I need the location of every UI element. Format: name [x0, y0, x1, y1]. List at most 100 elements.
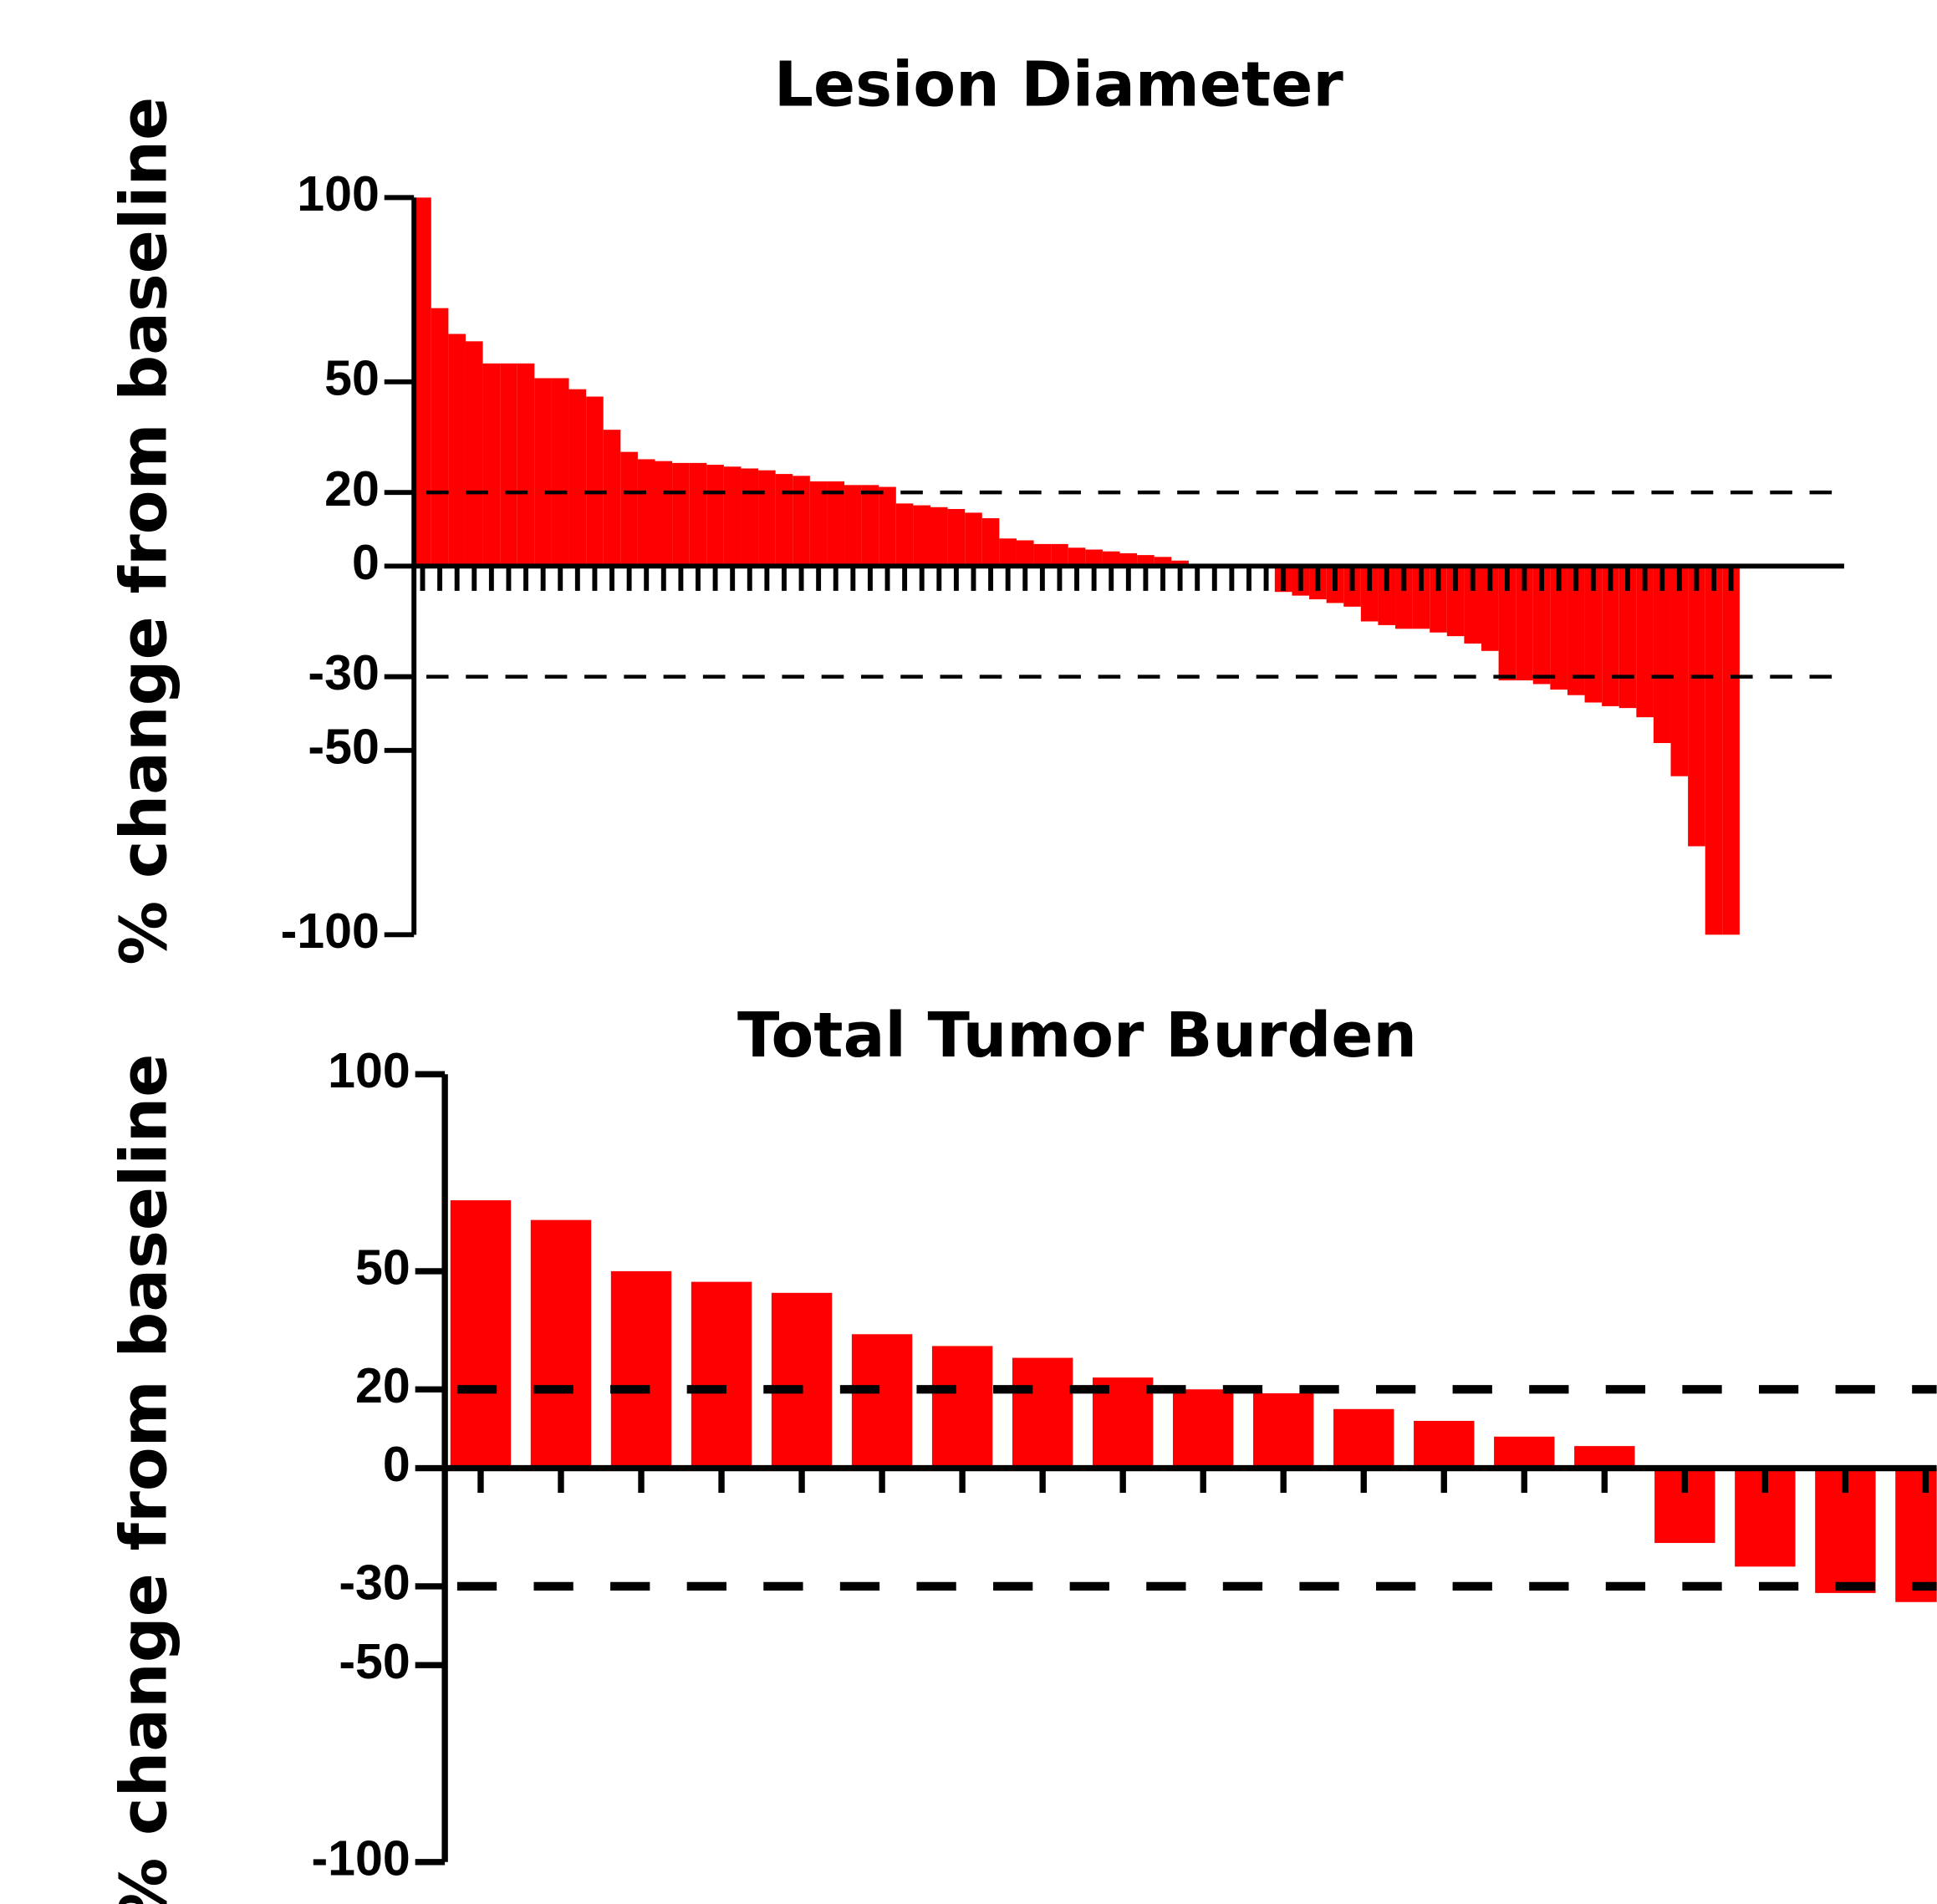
bar	[1360, 566, 1379, 622]
bar	[947, 508, 966, 567]
y-tick-label: -30	[339, 1555, 410, 1610]
bar	[1068, 547, 1086, 567]
y-tick-label: -50	[308, 719, 379, 774]
bar	[879, 486, 896, 567]
bar	[1414, 1420, 1475, 1469]
bar	[827, 481, 845, 567]
bar	[1051, 543, 1068, 567]
bar	[981, 518, 1000, 567]
bar	[861, 485, 879, 567]
bar	[637, 459, 655, 567]
bar	[1171, 560, 1189, 567]
y-tick-label: 50	[355, 1240, 410, 1295]
bar	[431, 308, 449, 567]
bar	[793, 476, 810, 567]
bar	[1584, 566, 1603, 703]
bar	[1688, 566, 1705, 847]
bar	[1516, 566, 1533, 681]
bar	[1574, 1446, 1635, 1469]
bar	[1172, 1389, 1234, 1469]
y-tick-label: 20	[324, 461, 380, 517]
bar	[809, 481, 828, 567]
y-tick-label: 0	[383, 1437, 410, 1492]
chart-title: Total Tumor Burden	[737, 1000, 1417, 1072]
bar	[517, 363, 535, 567]
y-tick-label: -100	[312, 1830, 410, 1886]
bar	[1498, 566, 1516, 681]
bar	[931, 1346, 993, 1469]
bar	[1705, 566, 1723, 935]
bar	[482, 363, 501, 567]
bar	[551, 378, 569, 567]
bar	[1636, 566, 1654, 718]
y-tick-label: -100	[281, 904, 380, 959]
bar	[620, 451, 638, 567]
bar	[1154, 557, 1172, 567]
bar	[568, 389, 587, 567]
bar	[672, 462, 690, 567]
bar	[741, 468, 759, 567]
chart-title: Lesion Diameter	[774, 48, 1343, 120]
bar	[689, 462, 707, 567]
bar	[603, 430, 621, 567]
bar	[1378, 566, 1396, 625]
y-tick-label: -30	[308, 645, 379, 700]
bar	[723, 466, 742, 567]
bar	[758, 470, 776, 567]
bar	[1653, 566, 1671, 744]
bar	[1532, 566, 1551, 685]
y-axis-title: % change from baseline	[108, 97, 182, 965]
bar	[534, 378, 552, 567]
bar	[610, 1270, 672, 1469]
bar	[1430, 566, 1447, 633]
y-tick-label: 50	[324, 350, 380, 405]
bar	[1395, 566, 1413, 629]
bar	[706, 465, 724, 567]
bar	[930, 507, 948, 567]
chart: Total Tumor Burden % change from baseline…	[108, 1000, 1937, 1904]
bar	[1333, 1408, 1394, 1469]
y-axis-title: % change from baseline	[108, 1054, 182, 1904]
bar	[691, 1281, 752, 1469]
bar	[450, 1200, 512, 1469]
y-tick-label: 100	[297, 166, 380, 221]
bar	[1567, 566, 1585, 695]
bar	[448, 333, 466, 567]
bar	[913, 505, 930, 567]
bar	[1602, 566, 1619, 706]
bar	[1446, 566, 1465, 637]
y-tick-label: 20	[355, 1358, 410, 1413]
bar	[655, 461, 673, 567]
bar	[1494, 1436, 1555, 1469]
bar	[1618, 566, 1637, 709]
bar	[1412, 566, 1430, 629]
bar	[1895, 1468, 1937, 1602]
bar	[895, 503, 914, 567]
bar	[775, 474, 793, 567]
bar	[500, 363, 517, 567]
bar	[1085, 549, 1103, 567]
bar	[1464, 566, 1481, 644]
y-tick-label: 0	[352, 535, 380, 590]
y-tick-label: 100	[328, 1043, 410, 1098]
bar	[844, 485, 862, 567]
bar	[1722, 566, 1740, 935]
bar	[1253, 1392, 1314, 1469]
bar	[1550, 566, 1567, 690]
bar	[1481, 566, 1499, 651]
bar	[1670, 566, 1689, 776]
bar	[1033, 543, 1052, 567]
bar	[414, 197, 431, 567]
bar	[965, 512, 982, 567]
bar	[586, 396, 604, 567]
bar	[1012, 1357, 1073, 1469]
bar	[1137, 555, 1155, 567]
bar	[1102, 551, 1120, 567]
bar	[771, 1292, 833, 1469]
bar	[999, 538, 1017, 567]
bar	[851, 1334, 913, 1469]
y-tick-label: -50	[339, 1634, 410, 1689]
bar	[1016, 540, 1034, 567]
bar	[530, 1219, 592, 1469]
